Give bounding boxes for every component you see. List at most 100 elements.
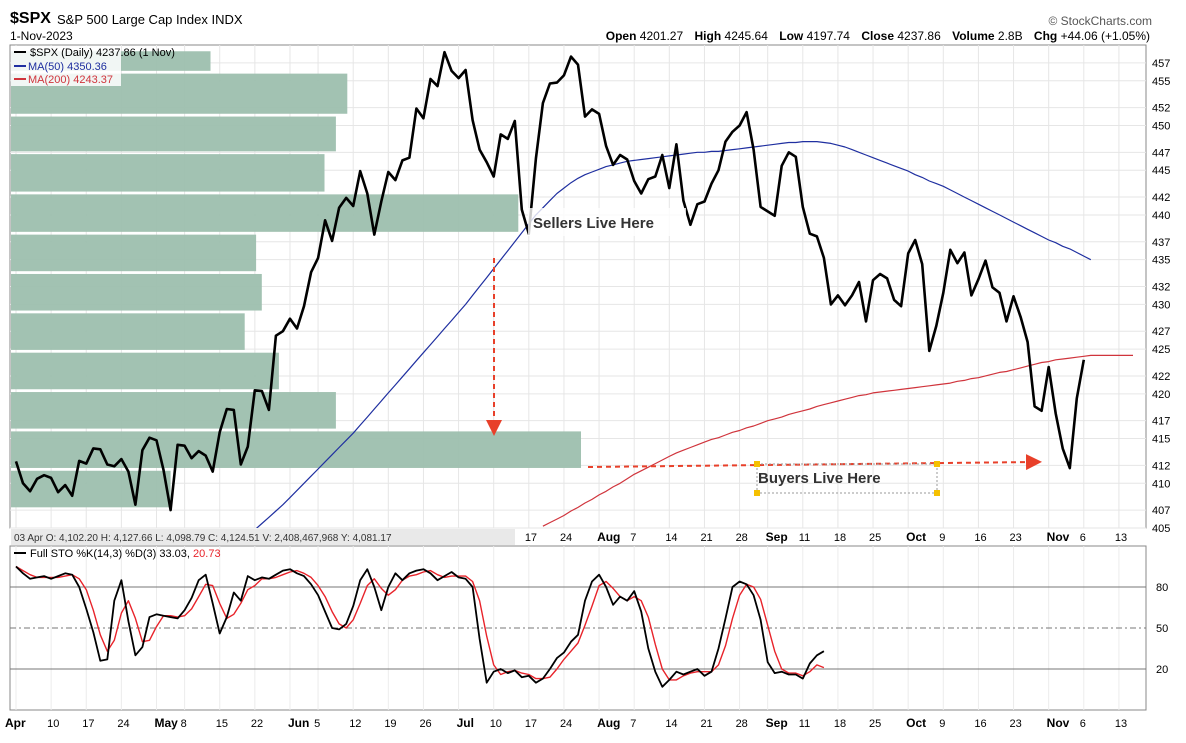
- price-axis-tick: 405: [1152, 523, 1170, 535]
- legend-price: $SPX (Daily) 4237.86 (1 Nov): [30, 47, 175, 59]
- volume-by-price-bar: [11, 116, 336, 152]
- sellers-annotation: Sellers Live Here: [533, 215, 654, 232]
- stoch-x-axis-label: 18: [834, 718, 846, 730]
- index-full-name: S&P 500 Large Cap Index: [57, 12, 208, 27]
- stoch-x-axis-label: 24: [560, 718, 572, 730]
- legend-ma200: MA(200) 4243.37: [28, 74, 113, 86]
- volume-by-price-bar: [11, 234, 257, 272]
- stoch-axis-tick: 50: [1156, 623, 1168, 635]
- price-axis-tick: 417: [1152, 416, 1170, 428]
- volume-label: Volume: [952, 29, 995, 43]
- low-value: 4197.74: [806, 29, 850, 43]
- chg-label: Chg: [1033, 29, 1058, 43]
- price-axis-tick: 410: [1152, 478, 1170, 490]
- stoch-x-axis-label: 26: [419, 718, 431, 730]
- stoch-x-axis-label: 23: [1010, 718, 1022, 730]
- price-x-axis-label: 14: [665, 532, 677, 544]
- info-bar-text: 03 Apr O: 4,102.20 H: 4,127.66 L: 4,098.…: [14, 533, 392, 544]
- stoch-x-axis-label: 25: [869, 718, 881, 730]
- stoch-x-axis-label: Oct: [906, 716, 926, 730]
- price-x-axis-label: 17: [525, 532, 537, 544]
- stoch-x-axis-label: 16: [974, 718, 986, 730]
- stoch-x-axis-label: 10: [490, 718, 502, 730]
- ma200-line: [542, 354, 1133, 527]
- stoch-x-axis-label: 5: [314, 718, 320, 730]
- volume-by-price-bar: [11, 154, 325, 192]
- stoch-x-axis-label: 11: [799, 718, 810, 730]
- stoch-k-line: [15, 565, 825, 688]
- buyers-box-handle[interactable]: [934, 461, 940, 467]
- price-axis-tick: 430: [1152, 299, 1170, 311]
- price-axis-tick: 457: [1152, 58, 1170, 70]
- legend-ma50: MA(50) 4350.36: [28, 61, 107, 73]
- stoch-panel-frame: [9, 545, 1147, 711]
- price-x-axis-label: 18: [834, 532, 846, 544]
- price-x-axis-label: Nov: [1047, 530, 1070, 544]
- stoch-x-axis-label: Jun: [288, 716, 309, 730]
- open-label: Open: [605, 29, 637, 43]
- price-axis-tick: 432: [1152, 282, 1170, 294]
- price-axis-tick: 422: [1152, 371, 1170, 383]
- index-name: S&P 500 Large Cap Index INDX: [57, 12, 243, 27]
- volume-by-price-bar: [11, 470, 171, 508]
- price-x-axis-label: Sep: [766, 530, 788, 544]
- brand: © StockCharts.com: [1048, 14, 1152, 28]
- price-x-axis-label: 21: [700, 532, 712, 544]
- info-bar-bg: [11, 529, 515, 545]
- high-label: High: [694, 29, 722, 43]
- price-axis-tick: 442: [1152, 192, 1170, 204]
- stoch-legend-text: Full STO %K(14,3) %D(3) 33.03, 20.73: [30, 548, 221, 560]
- price-x-axis-label: 13: [1115, 532, 1127, 544]
- sellers-label-bg: [528, 208, 686, 236]
- close-label: Close: [861, 29, 895, 43]
- exchange: INDX: [211, 12, 243, 27]
- symbol: $SPX: [10, 10, 51, 27]
- stoch-x-axis-label: 17: [525, 718, 537, 730]
- close-value: 4237.86: [897, 29, 941, 43]
- stoch-x-axis-label: Aug: [597, 716, 620, 730]
- buyers-arrow: [587, 454, 1042, 471]
- price-axis-tick: 437: [1152, 237, 1170, 249]
- price-x-axis-label: 23: [1010, 532, 1022, 544]
- price-axis-tick: 455: [1152, 76, 1170, 88]
- price-x-axis-label: 11: [799, 532, 810, 544]
- stoch-d-line: [15, 565, 825, 681]
- price-axis-tick: 447: [1152, 147, 1170, 159]
- buyers-box-handle[interactable]: [754, 490, 760, 496]
- price-x-axis-label: 16: [974, 532, 986, 544]
- stoch-x-axis-label: 24: [117, 718, 129, 730]
- stoch-x-axis-label: 9: [939, 718, 945, 730]
- stoch-x-axis-label: 8: [181, 718, 187, 730]
- price-x-axis-label: 28: [736, 532, 748, 544]
- price-x-axis-label: 6: [1080, 532, 1086, 544]
- stoch-x-axis-label: 28: [736, 718, 748, 730]
- price-x-axis-label: Oct: [906, 530, 926, 544]
- high-value: 4245.64: [724, 29, 768, 43]
- stoch-x-axis-label: 13: [1115, 718, 1127, 730]
- buyers-label-box: [756, 463, 938, 494]
- volume-by-price-bar: [11, 392, 336, 429]
- price-axis-tick: 427: [1152, 326, 1170, 338]
- price-axis-tick: 440: [1152, 210, 1170, 222]
- stoch-x-axis-label: 19: [384, 718, 396, 730]
- price-x-axis-label: 24: [560, 532, 572, 544]
- stoch-x-axis-label: 6: [1080, 718, 1086, 730]
- volume-by-price-bar: [11, 273, 262, 311]
- buyers-box-handle[interactable]: [754, 461, 760, 467]
- price-line: [14, 50, 1086, 512]
- stoch-x-axis-label: 22: [251, 718, 263, 730]
- stoch-x-axis-label: Apr: [5, 716, 26, 730]
- stoch-x-axis-label: May: [155, 716, 179, 730]
- stoch-x-axis-label: 14: [665, 718, 677, 730]
- stoch-axis-tick: 80: [1156, 582, 1168, 594]
- chart-date: 1-Nov-2023: [10, 29, 73, 43]
- stoch-x-axis-label: 17: [82, 718, 94, 730]
- ohlc-readout: Open 4201.27 High 4245.64 Low 4197.74 Cl…: [606, 29, 1150, 43]
- buyers-box-handle[interactable]: [934, 490, 940, 496]
- stoch-x-axis-label: Sep: [766, 716, 788, 730]
- price-axis-tick: 420: [1152, 389, 1170, 401]
- price-x-axis-label: Aug: [597, 530, 620, 544]
- stoch-x-axis-label: 10: [47, 718, 59, 730]
